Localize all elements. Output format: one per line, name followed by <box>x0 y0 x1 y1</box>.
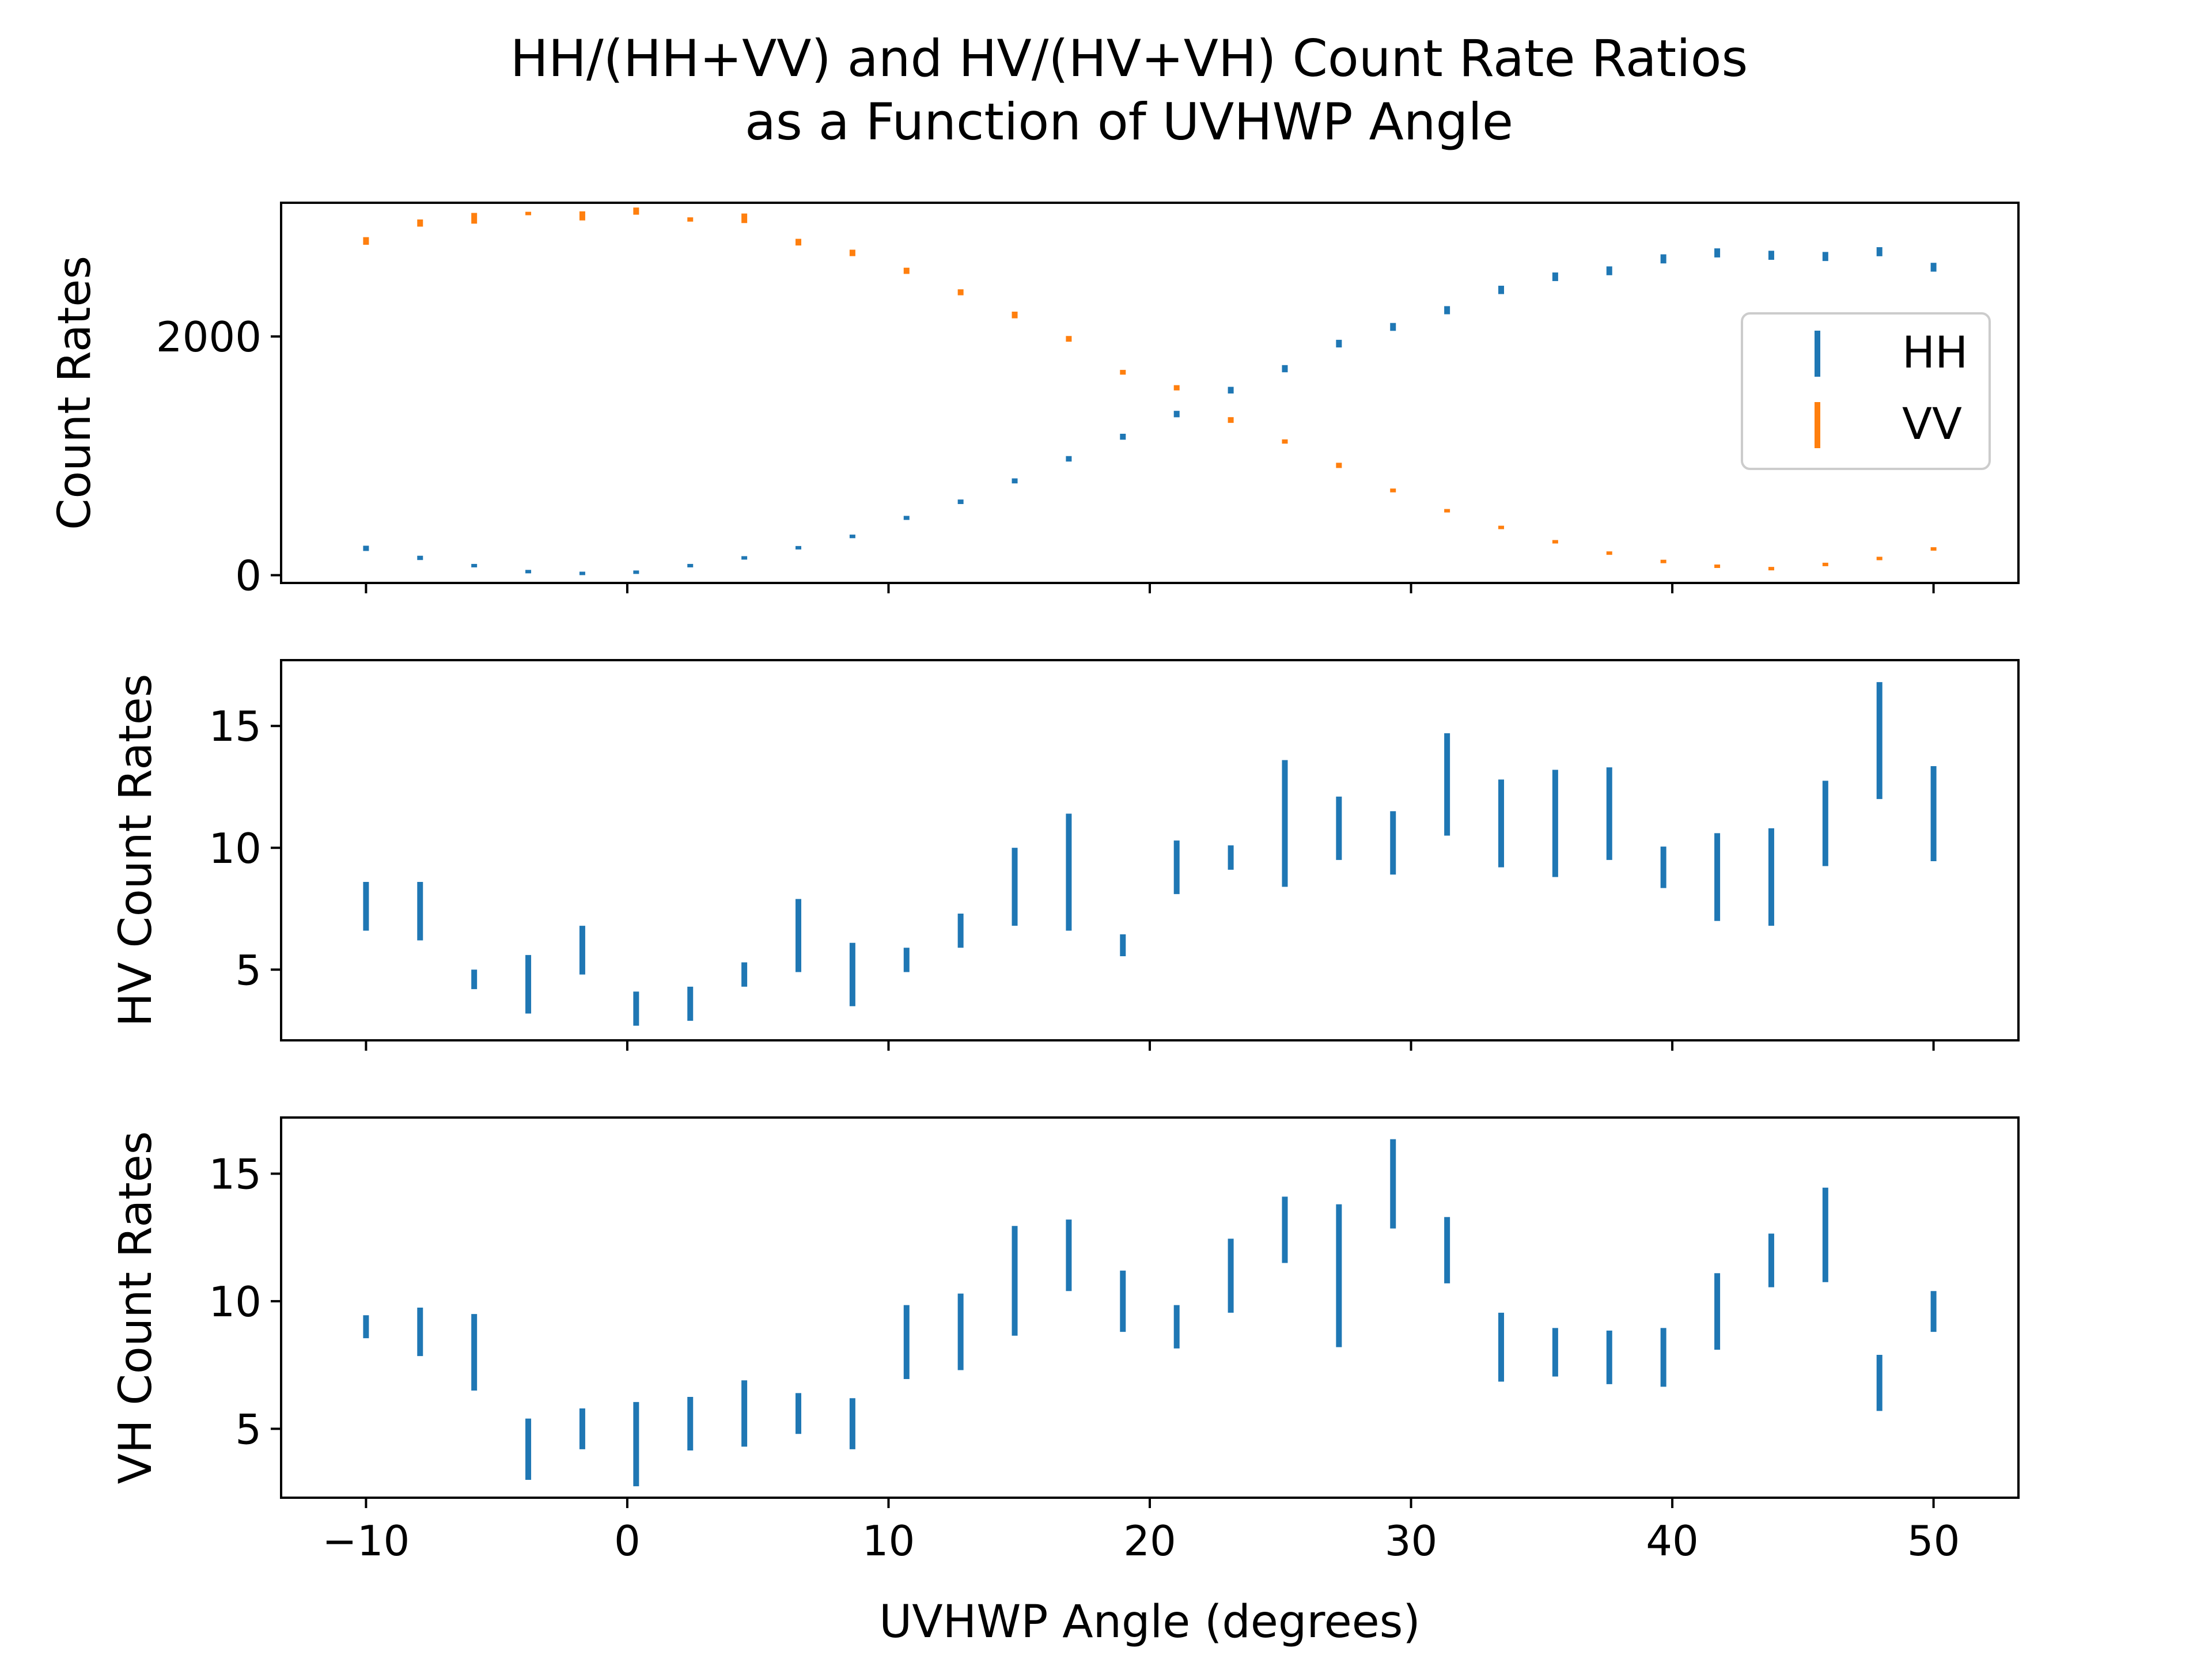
x-tick-label-3: 20 <box>1123 1517 1176 1565</box>
panel-count-rates: Count Rates 0 2000 HH VV <box>49 202 2020 600</box>
panel-hv-count-rates-ticks: 5 10 15 <box>209 702 1935 1051</box>
panel-vh-count-rates-error-bars <box>363 1139 1937 1487</box>
y-axis-label-vh-count-rates: VH Count Rates <box>110 1131 162 1484</box>
panel-count-rates-frame <box>280 202 2020 584</box>
x-tick-label-5: 40 <box>1646 1517 1699 1565</box>
y-tick-label-vh-count-rates-2: 15 <box>209 1150 262 1198</box>
panel-hv-count-rates-frame <box>280 659 2020 1041</box>
y-tick-label-vh-count-rates-1: 10 <box>209 1278 262 1326</box>
x-tick-label-4: 30 <box>1385 1517 1438 1565</box>
panel-hv-count-rates: HV Count Rates 5 10 15 <box>110 659 2020 1051</box>
chart-title-line-1: HH/(HH+VV) and HV/(HV+VH) Count Rate Rat… <box>510 29 1748 88</box>
y-tick-label-hv-count-rates-1: 10 <box>209 824 262 873</box>
x-tick-label-6: 50 <box>1907 1517 1960 1565</box>
chart-title-line-2: as a Function of UVHWP Angle <box>745 92 1513 151</box>
panel-hv-count-rates-error-bars <box>363 682 1937 1026</box>
x-tick-label-1: 0 <box>614 1517 641 1565</box>
legend-box <box>1741 312 1991 470</box>
y-tick-label-hv-count-rates-2: 15 <box>209 702 262 751</box>
y-tick-label-vh-count-rates-0: 5 <box>235 1405 262 1453</box>
panel-count-rates-error-bars <box>363 207 1937 575</box>
y-axis-label-hv-count-rates: HV Count Rates <box>110 674 162 1027</box>
y-tick-label-count-rates-1: 2000 <box>156 313 262 361</box>
panel-vh-count-rates-ticks: 5 10 15 −10 0 10 20 30 40 50 <box>209 1150 1960 1565</box>
legend-label-hh: HH <box>1902 327 1968 378</box>
y-tick-label-count-rates-0: 0 <box>235 552 262 600</box>
x-tick-label-0: −10 <box>322 1517 410 1565</box>
x-axis-label: UVHWP Angle (degrees) <box>879 1596 1421 1648</box>
panel-vh-count-rates: VH Count Rates 5 10 15 −10 0 10 20 30 40 50 <box>110 1116 2020 1565</box>
x-tick-label-2: 10 <box>862 1517 915 1565</box>
legend-label-vv: VV <box>1902 398 1962 449</box>
panel-count-rates-ticks: 0 2000 <box>156 313 1935 600</box>
y-axis-label-count-rates: Count Rates <box>49 256 101 530</box>
y-tick-label-hv-count-rates-0: 5 <box>235 946 262 994</box>
legend: HH VV <box>1741 312 1991 470</box>
panel-vh-count-rates-frame <box>280 1116 2020 1499</box>
